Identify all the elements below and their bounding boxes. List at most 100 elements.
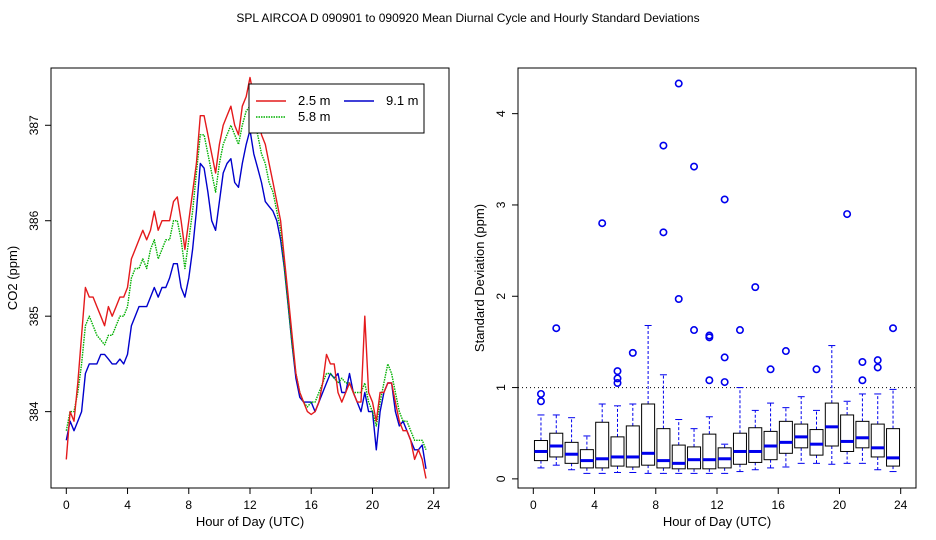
outlier-point <box>751 283 760 292</box>
left-x-tick-label: 12 <box>243 498 257 512</box>
box-hour-4-5 <box>595 219 610 474</box>
box-hour-16-5 <box>778 347 793 468</box>
outlier-point <box>858 357 867 366</box>
outlier-point <box>812 365 821 374</box>
outlier-point <box>613 374 622 383</box>
right-x-tick-label: 4 <box>591 498 598 512</box>
iqr-box <box>641 403 656 466</box>
iqr-box <box>809 429 824 456</box>
iqr-box <box>732 432 747 465</box>
series-line-9-1-m <box>65 129 427 470</box>
legend-label: 2.5 m <box>298 93 331 108</box>
box-hour-19-5 <box>824 345 839 465</box>
iqr-box <box>855 420 870 449</box>
outlier-point <box>705 376 714 385</box>
box-hour-9-5 <box>671 79 686 474</box>
box-hour-14-5 <box>748 283 763 471</box>
outlier-point <box>720 353 729 362</box>
outlier-point <box>674 294 683 303</box>
left-x-tick-label: 8 <box>185 498 192 512</box>
iqr-box <box>595 421 610 469</box>
right-y-tick-label: 4 <box>494 110 508 117</box>
right-x-axis-label: Hour of Day (UTC) <box>663 514 771 529</box>
right-x-tick-label: 20 <box>833 498 847 512</box>
right-x-tick-label: 16 <box>772 498 786 512</box>
outlier-point <box>690 326 699 335</box>
box-hour-13-5 <box>732 326 747 473</box>
box-hour-15-5 <box>763 365 778 469</box>
right-x-tick-label: 0 <box>530 498 537 512</box>
right-y-tick-label: 2 <box>494 293 508 300</box>
iqr-box <box>886 428 901 467</box>
outlier-point <box>720 378 729 387</box>
iqr-box <box>625 425 640 468</box>
box-hour-12-5 <box>717 195 732 474</box>
outlier-point <box>628 348 637 357</box>
box-hour-2-5 <box>564 417 579 471</box>
outlier-point <box>659 141 668 150</box>
iqr-box <box>748 427 763 463</box>
box-hour-0-5 <box>533 389 548 469</box>
outlier-point <box>552 324 561 333</box>
outlier-point <box>598 219 607 228</box>
outlier-point <box>735 326 744 335</box>
right-y-tick-label: 0 <box>494 475 508 482</box>
left-y-axis-label: CO2 (ppm) <box>5 246 20 310</box>
outlier-point <box>720 195 729 204</box>
iqr-box <box>840 414 855 452</box>
outlier-point <box>873 363 882 372</box>
outlier-point <box>674 79 683 88</box>
iqr-box <box>870 423 885 458</box>
iqr-box <box>656 428 671 469</box>
series-line-5-8-m <box>65 105 427 451</box>
box-hour-18-5 <box>809 365 824 464</box>
box-hour-6-5 <box>625 348 640 473</box>
left-x-tick-label: 20 <box>366 498 380 512</box>
left-x-tick-label: 0 <box>63 498 70 512</box>
outlier-point <box>705 331 714 340</box>
left-y-tick-label: 386 <box>27 210 41 230</box>
box-hour-21-5 <box>855 357 870 464</box>
outlier-point <box>536 397 545 406</box>
outlier-point <box>613 378 622 387</box>
box-hour-10-5 <box>687 162 702 474</box>
legend-label: 5.8 m <box>298 109 331 124</box>
box-hour-22-5 <box>870 356 885 471</box>
outlier-point <box>873 356 882 365</box>
box-hour-3-5 <box>579 435 594 474</box>
right-x-tick-label: 8 <box>652 498 659 512</box>
iqr-box <box>702 433 717 470</box>
box-hour-17-5 <box>794 396 809 464</box>
legend: 2.5 m 9.1 m 5.8 m <box>248 83 425 134</box>
iqr-box <box>610 436 625 467</box>
iqr-box <box>579 449 594 469</box>
outlier-point <box>889 324 898 333</box>
left-x-tick-label: 24 <box>427 498 441 512</box>
iqr-box <box>824 402 839 447</box>
legend-box <box>248 83 425 134</box>
left-y-tick-label: 387 <box>27 115 41 135</box>
outlier-point <box>690 162 699 171</box>
right-x-tick-label: 12 <box>710 498 724 512</box>
right-y-axis-label: Standard Deviation (ppm) <box>472 204 487 352</box>
box-hour-23-5 <box>886 324 901 473</box>
box-hour-11-5 <box>702 331 717 474</box>
right-y-tick-label: 1 <box>494 384 508 391</box>
box-hour-1-5 <box>549 324 564 466</box>
iqr-box <box>778 420 793 454</box>
outlier-point <box>659 228 668 237</box>
box-hour-7-5 <box>641 324 656 474</box>
outlier-point <box>843 210 852 219</box>
outlier-point <box>858 376 867 385</box>
legend-label: 9.1 m <box>386 93 419 108</box>
right-x-tick-label: 24 <box>894 498 908 512</box>
box-hour-5-5 <box>610 367 625 473</box>
outlier-point <box>766 365 775 374</box>
outlier-point <box>781 347 790 356</box>
left-x-tick-label: 16 <box>305 498 319 512</box>
left-y-tick-label: 385 <box>27 306 41 326</box>
iqr-box <box>687 446 702 470</box>
box-hour-8-5 <box>656 141 671 474</box>
